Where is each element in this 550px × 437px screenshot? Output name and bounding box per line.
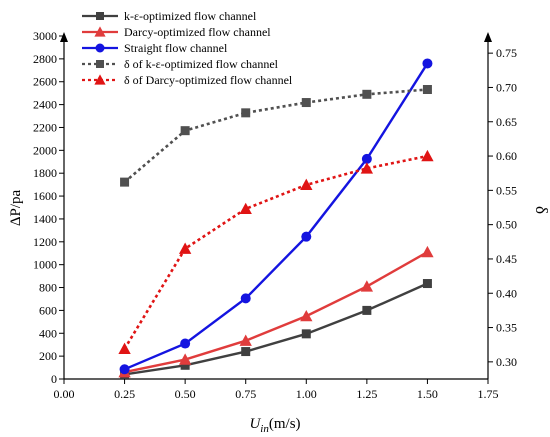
axes: 0.00 0.25 0.50 0.75 1.00 1.25 1.50 1.75 0 200 400 6… bbox=[33, 29, 517, 401]
x-tick-label: 1.75 bbox=[478, 387, 499, 401]
y-tick-label: 2000 bbox=[33, 143, 57, 157]
y-axis-title: ΔP/pa bbox=[8, 190, 24, 227]
x-axis-title-subscript: in bbox=[260, 423, 269, 435]
series-line bbox=[124, 251, 429, 374]
series-line bbox=[124, 62, 429, 371]
y2-axis-arrow bbox=[484, 32, 492, 42]
data-point bbox=[300, 178, 313, 191]
legend-label: Darcy-optimized flow channel bbox=[124, 25, 271, 39]
data-point bbox=[421, 149, 434, 162]
series-line bbox=[124, 282, 428, 376]
legend-label: Straight flow channel bbox=[124, 41, 228, 55]
legend-item: Straight flow channel bbox=[82, 41, 228, 55]
data-point bbox=[422, 58, 433, 69]
y2-tick-label: 0.30 bbox=[496, 355, 517, 369]
legend-label: δ of Darcy-optimized flow channel bbox=[124, 73, 293, 87]
y2-tick-label: 0.70 bbox=[496, 80, 517, 94]
x-tick-label: 1.50 bbox=[417, 387, 438, 401]
series-4 bbox=[120, 85, 432, 187]
y-axis-arrow bbox=[60, 32, 68, 42]
data-point bbox=[422, 279, 432, 289]
y-tick-label: 2400 bbox=[33, 98, 57, 112]
data-point bbox=[360, 162, 374, 174]
y-tick-label: 3000 bbox=[33, 29, 57, 43]
y2-tick-label: 0.40 bbox=[496, 286, 517, 300]
y2-tick-label: 0.75 bbox=[496, 46, 517, 60]
data-point bbox=[362, 305, 372, 315]
data-point bbox=[239, 202, 252, 215]
data-point bbox=[360, 280, 374, 292]
y-tick-label: 1000 bbox=[33, 258, 57, 272]
data-point bbox=[422, 85, 432, 95]
y-tick-label: 2200 bbox=[33, 120, 57, 134]
data-point bbox=[241, 347, 251, 357]
legend-item: δ of k-ε-optimized flow channel bbox=[82, 57, 279, 71]
data-point bbox=[361, 153, 372, 164]
y-tick-label: 1400 bbox=[33, 212, 57, 226]
data-point bbox=[120, 177, 130, 187]
legend-item: Darcy-optimized flow channel bbox=[82, 25, 271, 39]
y2-tick-label: 0.55 bbox=[496, 183, 517, 197]
x-tick-label: 0.75 bbox=[235, 387, 256, 401]
y2-tick-label: 0.65 bbox=[496, 115, 517, 129]
series-layer bbox=[118, 58, 434, 379]
legend-label: δ of k-ε-optimized flow channel bbox=[124, 57, 279, 71]
data-point bbox=[301, 231, 312, 242]
data-point bbox=[241, 108, 251, 118]
legend: k-ε-optimized flow channel Darcy-optimize… bbox=[82, 9, 293, 87]
series-line bbox=[123, 88, 428, 184]
x-axis-title: Uin(m/s) bbox=[249, 416, 300, 435]
data-point bbox=[180, 338, 191, 349]
y2-tick-label: 0.60 bbox=[496, 149, 517, 163]
legend-item: k-ε-optimized flow channel bbox=[82, 9, 257, 23]
legend-swatch-marker bbox=[94, 74, 106, 85]
y-tick-label: 400 bbox=[39, 326, 57, 340]
legend-swatch-marker bbox=[95, 43, 105, 53]
y-tick-label: 2600 bbox=[33, 75, 57, 89]
x-axis-title-main: U bbox=[249, 416, 261, 432]
legend-swatch-marker bbox=[96, 12, 104, 20]
y-tick-label: 0 bbox=[51, 372, 57, 386]
y2-axis-title: δ bbox=[532, 206, 550, 214]
x-tick-label: 0.25 bbox=[114, 387, 135, 401]
series-3 bbox=[119, 58, 433, 375]
y-tick-label: 200 bbox=[39, 349, 57, 363]
data-point bbox=[300, 309, 313, 322]
data-point bbox=[301, 98, 311, 108]
x-tick-label: 0.00 bbox=[54, 387, 75, 401]
data-point bbox=[178, 353, 192, 365]
x-tick-label: 0.50 bbox=[175, 387, 196, 401]
series-line bbox=[123, 154, 428, 350]
data-point bbox=[180, 360, 190, 370]
data-point bbox=[239, 334, 252, 346]
y-tick-label: 1600 bbox=[33, 189, 57, 203]
y2-tick-label: 0.45 bbox=[496, 252, 517, 266]
x-tick-label: 1.00 bbox=[296, 387, 317, 401]
y-tick-label: 2800 bbox=[33, 52, 57, 66]
y2-tick-label: 0.50 bbox=[496, 218, 517, 232]
y-tick-label: 1800 bbox=[33, 166, 57, 180]
data-point bbox=[178, 242, 192, 254]
data-point bbox=[119, 364, 130, 375]
series-2 bbox=[118, 245, 434, 378]
legend-swatch-marker bbox=[94, 26, 106, 37]
data-point bbox=[301, 329, 311, 339]
legend-swatch-marker bbox=[96, 60, 104, 68]
data-point bbox=[118, 342, 131, 354]
data-point bbox=[240, 293, 251, 304]
legend-label: k-ε-optimized flow channel bbox=[124, 9, 257, 23]
y-tick-label: 600 bbox=[39, 303, 57, 317]
data-point bbox=[421, 245, 434, 258]
x-axis-title-units: (m/s) bbox=[269, 416, 301, 432]
data-point bbox=[180, 126, 190, 136]
series-5 bbox=[118, 149, 434, 354]
data-point bbox=[362, 89, 372, 99]
x-tick-label: 1.25 bbox=[356, 387, 377, 401]
legend-item: δ of Darcy-optimized flow channel bbox=[82, 73, 293, 87]
y-tick-label: 1200 bbox=[33, 235, 57, 249]
y2-tick-label: 0.35 bbox=[496, 321, 517, 335]
y-tick-label: 800 bbox=[39, 281, 57, 295]
